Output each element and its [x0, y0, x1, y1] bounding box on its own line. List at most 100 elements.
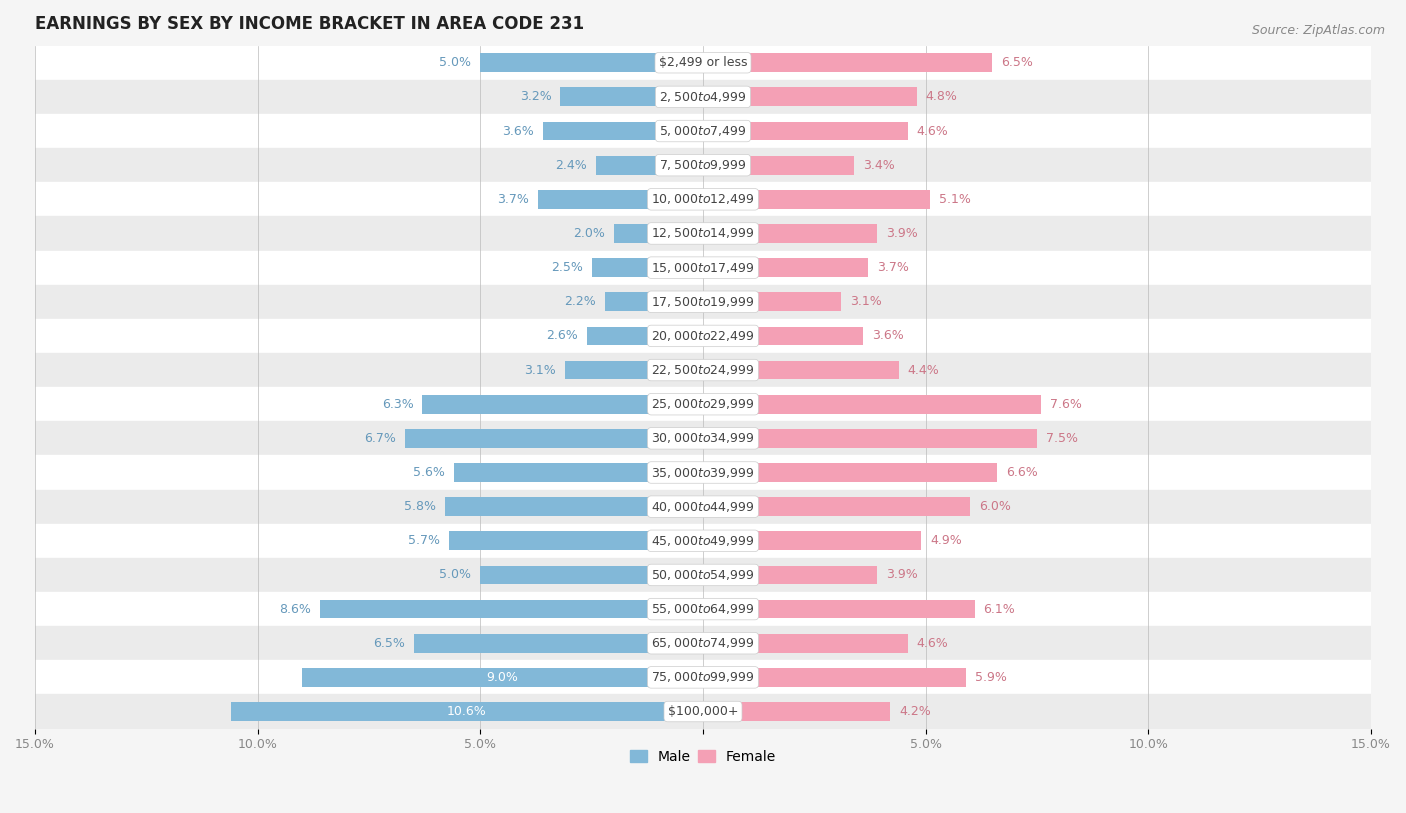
Text: EARNINGS BY SEX BY INCOME BRACKET IN AREA CODE 231: EARNINGS BY SEX BY INCOME BRACKET IN ARE… — [35, 15, 583, 33]
Bar — [703, 395, 1042, 414]
Text: 3.4%: 3.4% — [863, 159, 896, 172]
Bar — [481, 54, 703, 72]
Bar — [35, 421, 1371, 455]
Bar — [35, 455, 1371, 489]
Bar — [703, 122, 908, 141]
Bar — [454, 463, 703, 482]
Bar — [703, 361, 898, 380]
Text: $10,000 to $12,499: $10,000 to $12,499 — [651, 193, 755, 207]
Text: $65,000 to $74,999: $65,000 to $74,999 — [651, 637, 755, 650]
Text: $25,000 to $29,999: $25,000 to $29,999 — [651, 398, 755, 411]
Bar — [703, 668, 966, 687]
Bar — [35, 216, 1371, 250]
Bar — [35, 80, 1371, 114]
Text: 4.9%: 4.9% — [931, 534, 962, 547]
Bar — [703, 463, 997, 482]
Text: 7.5%: 7.5% — [1046, 432, 1078, 445]
Bar — [614, 224, 703, 243]
Text: 10.6%: 10.6% — [447, 705, 486, 718]
Text: 3.6%: 3.6% — [502, 124, 534, 137]
Text: 5.1%: 5.1% — [939, 193, 972, 206]
Bar — [35, 558, 1371, 592]
Text: 3.6%: 3.6% — [872, 329, 904, 342]
Text: 6.7%: 6.7% — [364, 432, 395, 445]
Text: 2.5%: 2.5% — [551, 261, 582, 274]
Bar — [321, 600, 703, 619]
Text: $35,000 to $39,999: $35,000 to $39,999 — [651, 466, 755, 480]
Text: 4.2%: 4.2% — [898, 705, 931, 718]
Text: 4.4%: 4.4% — [908, 363, 939, 376]
Text: 6.6%: 6.6% — [1005, 466, 1038, 479]
Legend: Male, Female: Male, Female — [624, 745, 782, 769]
Bar — [231, 702, 703, 721]
Bar — [35, 148, 1371, 182]
Bar — [588, 327, 703, 346]
Bar — [538, 190, 703, 209]
Bar — [35, 524, 1371, 558]
Bar — [565, 361, 703, 380]
Text: 6.0%: 6.0% — [979, 500, 1011, 513]
Text: 2.6%: 2.6% — [547, 329, 578, 342]
Bar — [405, 429, 703, 448]
Bar — [703, 702, 890, 721]
Bar — [543, 122, 703, 141]
Text: $2,500 to $4,999: $2,500 to $4,999 — [659, 90, 747, 104]
Bar — [35, 182, 1371, 216]
Bar — [561, 88, 703, 107]
Text: Source: ZipAtlas.com: Source: ZipAtlas.com — [1251, 24, 1385, 37]
Text: $45,000 to $49,999: $45,000 to $49,999 — [651, 534, 755, 548]
Bar — [703, 327, 863, 346]
Text: 5.9%: 5.9% — [974, 671, 1007, 684]
Text: 3.1%: 3.1% — [851, 295, 882, 308]
Text: 9.0%: 9.0% — [486, 671, 519, 684]
Text: $2,499 or less: $2,499 or less — [659, 56, 747, 69]
Bar — [35, 285, 1371, 319]
Text: 7.6%: 7.6% — [1050, 398, 1083, 411]
Text: $20,000 to $22,499: $20,000 to $22,499 — [651, 329, 755, 343]
Bar — [703, 532, 921, 550]
Text: 5.8%: 5.8% — [404, 500, 436, 513]
Text: 4.8%: 4.8% — [925, 90, 957, 103]
Bar — [35, 114, 1371, 148]
Bar — [35, 319, 1371, 353]
Text: 5.6%: 5.6% — [413, 466, 444, 479]
Text: 2.2%: 2.2% — [564, 295, 596, 308]
Bar — [703, 600, 974, 619]
Text: $100,000+: $100,000+ — [668, 705, 738, 718]
Text: $15,000 to $17,499: $15,000 to $17,499 — [651, 261, 755, 275]
Bar — [35, 694, 1371, 728]
Bar — [449, 532, 703, 550]
Bar — [35, 353, 1371, 387]
Text: $30,000 to $34,999: $30,000 to $34,999 — [651, 432, 755, 446]
Bar — [35, 592, 1371, 626]
Bar — [703, 224, 877, 243]
Text: $7,500 to $9,999: $7,500 to $9,999 — [659, 159, 747, 172]
Text: 6.3%: 6.3% — [382, 398, 413, 411]
Text: 4.6%: 4.6% — [917, 637, 949, 650]
Bar — [703, 54, 993, 72]
Text: 3.9%: 3.9% — [886, 568, 917, 581]
Bar — [444, 498, 703, 516]
Text: $5,000 to $7,499: $5,000 to $7,499 — [659, 124, 747, 138]
Bar — [703, 259, 868, 277]
Text: 5.0%: 5.0% — [440, 56, 471, 69]
Bar — [35, 626, 1371, 660]
Bar — [703, 429, 1038, 448]
Bar — [35, 250, 1371, 285]
Text: $75,000 to $99,999: $75,000 to $99,999 — [651, 671, 755, 685]
Text: $50,000 to $54,999: $50,000 to $54,999 — [651, 568, 755, 582]
Text: $17,500 to $19,999: $17,500 to $19,999 — [651, 295, 755, 309]
Text: 3.7%: 3.7% — [498, 193, 529, 206]
Text: 6.5%: 6.5% — [373, 637, 405, 650]
Bar — [302, 668, 703, 687]
Bar — [35, 660, 1371, 694]
Bar — [703, 156, 855, 175]
Text: $22,500 to $24,999: $22,500 to $24,999 — [651, 363, 755, 377]
Bar — [413, 634, 703, 653]
Bar — [703, 88, 917, 107]
Bar — [703, 566, 877, 585]
Bar — [35, 489, 1371, 524]
Text: 5.0%: 5.0% — [440, 568, 471, 581]
Bar — [703, 498, 970, 516]
Text: 2.4%: 2.4% — [555, 159, 588, 172]
